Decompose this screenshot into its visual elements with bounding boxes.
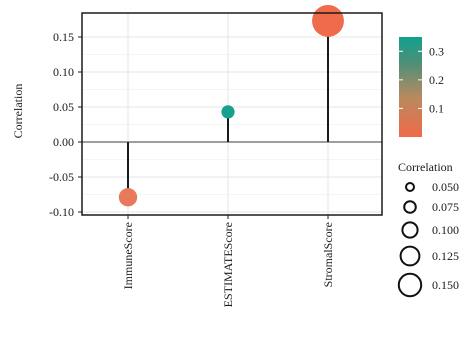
size-legend-circle	[397, 272, 423, 298]
y-axis-title: Correlation	[11, 84, 25, 139]
x-tick-label: ESTIMATEScore	[221, 222, 235, 307]
size-legend-label: 0.075	[432, 200, 459, 214]
lollipop-point	[221, 105, 235, 119]
y-tick-label: 0.10	[53, 65, 74, 79]
color-bar	[399, 37, 422, 137]
size-legend-label: 0.050	[432, 180, 459, 194]
x-tick-label: StromalScore	[321, 222, 335, 287]
y-tick-label: -0.05	[49, 170, 74, 184]
size-legend-title: Correlation	[398, 160, 453, 174]
x-axis: ImmuneScore ESTIMATEScore StromalScore	[121, 215, 335, 307]
size-legend-label: 0.125	[432, 249, 459, 263]
y-tick-label: 0.00	[53, 135, 74, 149]
y-tick-label: 0.05	[53, 100, 74, 114]
color-legend: 0.3 0.2 0.1	[399, 37, 444, 137]
color-bar-label: 0.3	[429, 44, 444, 58]
lollipop-point	[118, 188, 138, 207]
x-tick-label: ImmuneScore	[121, 222, 135, 289]
color-bar-label: 0.1	[429, 101, 444, 115]
color-bar-label: 0.2	[429, 73, 444, 87]
size-legend-label: 0.100	[432, 223, 459, 237]
size-legend-circle	[405, 182, 415, 192]
y-tick-label: -0.10	[49, 205, 74, 219]
size-legend-circle	[401, 221, 419, 239]
size-legend-label: 0.150	[432, 278, 459, 292]
y-axis: -0.10 -0.05 0.00 0.05 0.10 0.15	[49, 30, 82, 219]
size-legend-circle	[399, 245, 421, 267]
size-legend-circle	[403, 200, 417, 214]
lollipop-point	[312, 4, 344, 37]
size-legend: Correlation 0.050 0.075 0.100 0.125 0.150	[397, 160, 459, 298]
y-tick-label: 0.15	[53, 30, 74, 44]
plot-frame	[81, 12, 383, 216]
